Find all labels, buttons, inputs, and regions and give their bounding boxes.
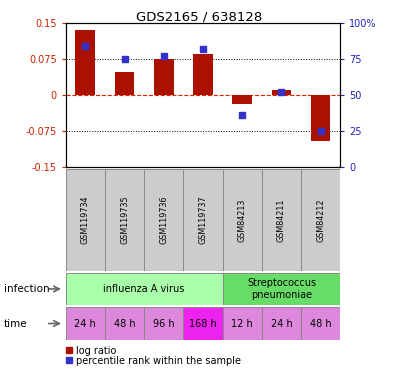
- Text: Streptococcus
pneumoniae: Streptococcus pneumoniae: [247, 278, 316, 300]
- Text: infection: infection: [4, 284, 50, 294]
- Bar: [154, 59, 174, 95]
- Bar: [222, 307, 262, 340]
- Bar: [105, 169, 144, 271]
- Text: 168 h: 168 h: [189, 318, 217, 329]
- Text: GSM119734: GSM119734: [81, 195, 90, 244]
- Point: [200, 46, 206, 52]
- Text: GSM119736: GSM119736: [159, 195, 168, 244]
- Bar: [232, 95, 252, 104]
- Point: [82, 43, 88, 49]
- Bar: [262, 169, 301, 271]
- Point: [318, 128, 324, 134]
- Text: 96 h: 96 h: [153, 318, 175, 329]
- Text: time: time: [4, 318, 27, 329]
- Bar: [262, 307, 301, 340]
- Text: percentile rank within the sample: percentile rank within the sample: [76, 356, 241, 366]
- Point: [121, 56, 128, 62]
- Text: GSM84213: GSM84213: [238, 198, 247, 242]
- Bar: [193, 54, 213, 95]
- Point: [239, 112, 246, 118]
- Text: 12 h: 12 h: [231, 318, 253, 329]
- Point: [160, 53, 167, 59]
- Bar: [183, 307, 222, 340]
- Text: influenza A virus: influenza A virus: [103, 284, 185, 294]
- Text: GSM84211: GSM84211: [277, 198, 286, 242]
- Text: GSM84212: GSM84212: [316, 198, 325, 242]
- Bar: [144, 307, 183, 340]
- Text: GDS2165 / 638128: GDS2165 / 638128: [136, 11, 262, 24]
- Bar: [66, 307, 105, 340]
- Bar: [115, 72, 135, 95]
- Text: 24 h: 24 h: [74, 318, 96, 329]
- Bar: [311, 95, 330, 141]
- Bar: [222, 169, 262, 271]
- Bar: [105, 307, 144, 340]
- Bar: [301, 307, 340, 340]
- Bar: [271, 90, 291, 95]
- Point: [278, 89, 285, 95]
- Bar: [222, 273, 340, 305]
- Bar: [66, 273, 222, 305]
- Bar: [183, 169, 222, 271]
- Bar: [76, 30, 95, 95]
- Text: 48 h: 48 h: [114, 318, 135, 329]
- Text: 48 h: 48 h: [310, 318, 332, 329]
- Bar: [66, 169, 105, 271]
- Text: GSM119735: GSM119735: [120, 195, 129, 244]
- Text: 24 h: 24 h: [271, 318, 292, 329]
- Bar: [144, 169, 183, 271]
- Text: GSM119737: GSM119737: [199, 195, 207, 244]
- Bar: [301, 169, 340, 271]
- Text: log ratio: log ratio: [76, 346, 116, 356]
